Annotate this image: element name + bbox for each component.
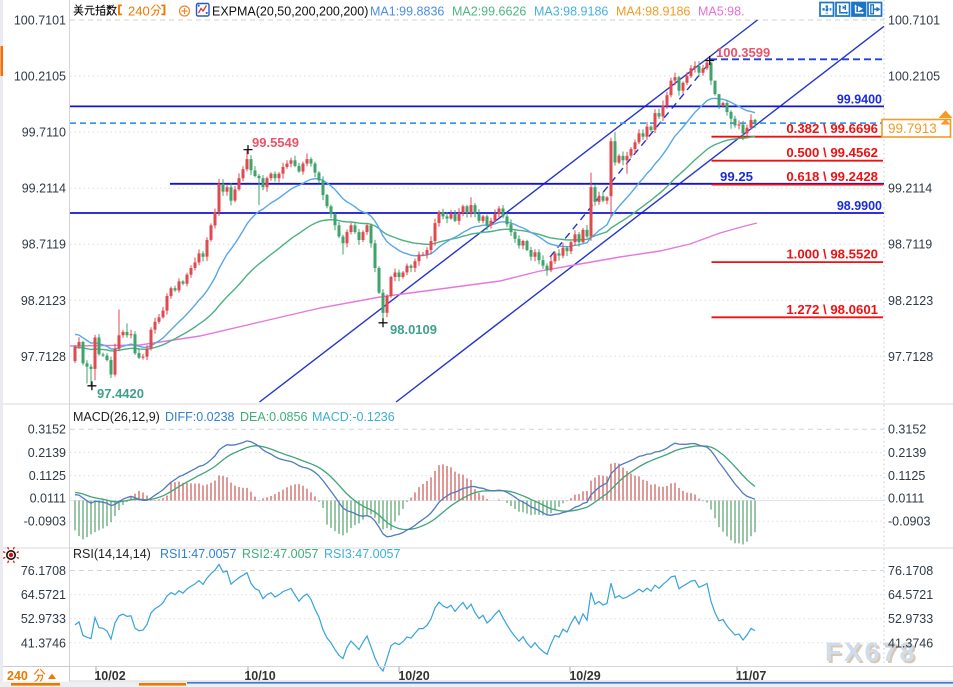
svg-text:11/07: 11/07 [736, 669, 767, 683]
svg-text:99.7913: 99.7913 [888, 121, 937, 136]
svg-text:RSI(14,14,14): RSI(14,14,14) [73, 547, 151, 561]
svg-text:99.9400: 99.9400 [837, 92, 882, 106]
svg-text:99.5549: 99.5549 [252, 135, 299, 150]
svg-text:97.7128: 97.7128 [21, 350, 66, 364]
svg-text:0.382 \ 99.6696: 0.382 \ 99.6696 [786, 121, 878, 136]
svg-text:100.3599: 100.3599 [716, 45, 770, 60]
svg-text:240: 240 [7, 669, 28, 683]
svg-text:98.2123: 98.2123 [888, 294, 933, 308]
svg-text:MACD(26,12,9): MACD(26,12,9) [73, 410, 160, 424]
svg-text:99.2114: 99.2114 [22, 182, 66, 196]
svg-text:100.7101: 100.7101 [14, 14, 66, 28]
svg-text:0.0111: 0.0111 [30, 492, 66, 506]
svg-text:MA2:99.6626: MA2:99.6626 [452, 5, 526, 19]
svg-text:EXPMA(20,50,200,200,200): EXPMA(20,50,200,200,200) [212, 5, 368, 19]
svg-text:1.272 \ 98.0601: 1.272 \ 98.0601 [786, 302, 878, 317]
svg-text:100.2105: 100.2105 [14, 70, 66, 84]
svg-text:0.2139: 0.2139 [28, 446, 66, 460]
svg-text:0.1125: 0.1125 [888, 469, 925, 483]
svg-text:MACD:-0.1236: MACD:-0.1236 [312, 410, 395, 424]
svg-text:100.7101: 100.7101 [888, 14, 940, 28]
svg-text:0.618 \ 99.2428: 0.618 \ 99.2428 [786, 169, 878, 184]
svg-text:99.25: 99.25 [720, 169, 753, 184]
svg-text:0.2139: 0.2139 [888, 446, 926, 460]
svg-text:97.7128: 97.7128 [888, 350, 933, 364]
svg-text:MA4:98.9186: MA4:98.9186 [616, 5, 690, 19]
svg-text:10/10: 10/10 [244, 669, 275, 683]
svg-text:0.500 \ 99.4562: 0.500 \ 99.4562 [786, 145, 878, 160]
svg-text:64.5721: 64.5721 [888, 588, 933, 602]
svg-text:0.3152: 0.3152 [28, 423, 66, 437]
svg-text:52.9733: 52.9733 [21, 612, 66, 626]
svg-text:98.0109: 98.0109 [390, 322, 437, 337]
svg-text:-0.0903: -0.0903 [24, 515, 66, 529]
svg-text:10/02: 10/02 [94, 669, 125, 683]
svg-text:10/29: 10/29 [569, 669, 600, 683]
svg-text:1.000 \ 98.5520: 1.000 \ 98.5520 [786, 247, 878, 262]
svg-text:41.3746: 41.3746 [21, 636, 66, 650]
svg-text:10/20: 10/20 [398, 669, 429, 683]
svg-text:99.7110: 99.7110 [22, 126, 66, 140]
svg-text:64.5721: 64.5721 [21, 588, 66, 602]
svg-text:98.7119: 98.7119 [22, 238, 66, 252]
svg-text:-0.0903: -0.0903 [888, 515, 930, 529]
svg-text:0.0111: 0.0111 [888, 492, 924, 506]
svg-text:240: 240 [128, 4, 150, 19]
svg-text:FX678: FX678 [827, 639, 919, 669]
svg-text:99.2114: 99.2114 [888, 182, 932, 196]
svg-text:41.3746: 41.3746 [888, 636, 933, 650]
svg-text:MA5:98.: MA5:98. [698, 5, 745, 19]
svg-text:76.1708: 76.1708 [21, 564, 66, 578]
svg-text:RSI3:47.0057: RSI3:47.0057 [324, 547, 400, 561]
svg-text:MA1:99.8836: MA1:99.8836 [370, 5, 444, 19]
svg-text:MA3:98.9186: MA3:98.9186 [534, 5, 608, 19]
svg-text:RSI1:47.0057: RSI1:47.0057 [160, 547, 236, 561]
svg-text:98.7119: 98.7119 [888, 238, 932, 252]
svg-text:98.2123: 98.2123 [21, 294, 66, 308]
svg-text:0.3152: 0.3152 [888, 423, 926, 437]
svg-text:FX678: FX678 [825, 637, 917, 667]
svg-text:DIFF:0.0238: DIFF:0.0238 [165, 410, 235, 424]
svg-text:0.1125: 0.1125 [29, 469, 66, 483]
svg-text:52.9733: 52.9733 [888, 612, 933, 626]
svg-text:100.2105: 100.2105 [888, 70, 940, 84]
svg-text:98.9900: 98.9900 [837, 199, 882, 213]
svg-text:76.1708: 76.1708 [888, 564, 933, 578]
svg-text:RSI2:47.0057: RSI2:47.0057 [242, 547, 318, 561]
svg-text:DEA:0.0856: DEA:0.0856 [240, 410, 307, 424]
svg-text:97.4420: 97.4420 [97, 386, 144, 401]
